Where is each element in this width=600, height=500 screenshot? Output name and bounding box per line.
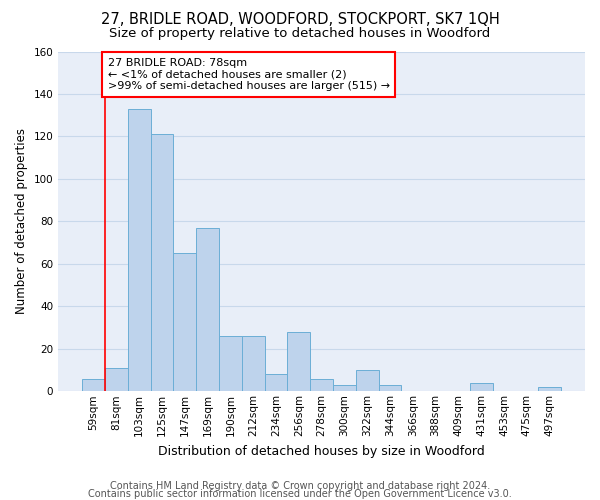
Y-axis label: Number of detached properties: Number of detached properties: [15, 128, 28, 314]
Bar: [265, 374, 287, 392]
Bar: [196, 228, 219, 392]
Bar: [310, 378, 333, 392]
Bar: [151, 134, 173, 392]
Bar: [82, 378, 105, 392]
Bar: [379, 385, 401, 392]
Text: Size of property relative to detached houses in Woodford: Size of property relative to detached ho…: [109, 26, 491, 40]
Text: Contains public sector information licensed under the Open Government Licence v3: Contains public sector information licen…: [88, 489, 512, 499]
Bar: [173, 253, 196, 392]
Text: 27, BRIDLE ROAD, WOODFORD, STOCKPORT, SK7 1QH: 27, BRIDLE ROAD, WOODFORD, STOCKPORT, SK…: [101, 12, 499, 28]
Bar: [287, 332, 310, 392]
Bar: [470, 383, 493, 392]
Text: 27 BRIDLE ROAD: 78sqm
← <1% of detached houses are smaller (2)
>99% of semi-deta: 27 BRIDLE ROAD: 78sqm ← <1% of detached …: [107, 58, 390, 91]
Bar: [105, 368, 128, 392]
Bar: [333, 385, 356, 392]
Bar: [356, 370, 379, 392]
X-axis label: Distribution of detached houses by size in Woodford: Distribution of detached houses by size …: [158, 444, 485, 458]
Bar: [128, 109, 151, 392]
Text: Contains HM Land Registry data © Crown copyright and database right 2024.: Contains HM Land Registry data © Crown c…: [110, 481, 490, 491]
Bar: [219, 336, 242, 392]
Bar: [242, 336, 265, 392]
Bar: [538, 387, 561, 392]
